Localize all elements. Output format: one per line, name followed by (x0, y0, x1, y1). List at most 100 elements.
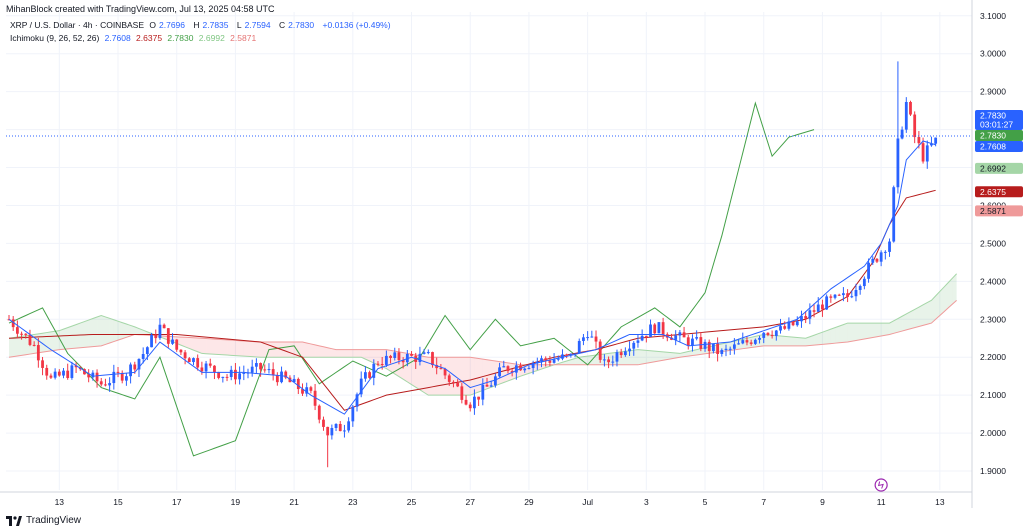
change-value: +0.0136 (+0.49%) (322, 20, 391, 30)
candle-body (737, 343, 740, 345)
candle-body (473, 396, 476, 409)
cloud-segment (801, 337, 806, 346)
candle-body (468, 404, 472, 409)
cloud-segment (109, 318, 114, 343)
candle-body (280, 371, 283, 383)
candle-body (158, 324, 162, 339)
candle-body (632, 342, 636, 349)
candle-body (347, 421, 351, 431)
cloud-segment (377, 349, 383, 367)
candle-body (623, 351, 627, 356)
candle-body (850, 296, 854, 298)
candle-body (867, 262, 870, 279)
cloud-segment (340, 349, 345, 358)
cloud-segment (97, 315, 102, 347)
time-tick-label: 13 (55, 497, 65, 507)
cloud-segment (503, 362, 508, 383)
cloud-segment (193, 337, 198, 352)
candle-body (510, 371, 514, 373)
cloud-segment (897, 316, 903, 333)
candle-body (271, 369, 275, 376)
cloud-segment (742, 338, 747, 349)
candle-body (183, 352, 187, 359)
candle-body (171, 339, 174, 344)
conversion-line (8, 140, 936, 415)
cloud-segment (315, 344, 320, 358)
candle-body (829, 296, 833, 298)
candle-body (380, 363, 384, 365)
candle-body (431, 352, 434, 366)
candle-body (259, 363, 262, 370)
price-tag-label: 2.6375 (980, 187, 1006, 197)
candle-body (70, 365, 74, 378)
cloud-segment (239, 340, 244, 357)
candle-body (544, 358, 548, 361)
candle-body (745, 340, 749, 343)
cloud-segment (952, 273, 957, 305)
cloud-segment (201, 338, 207, 354)
cloud-segment (227, 339, 232, 356)
low-value: L 2.7594 (236, 20, 271, 30)
candle-body (217, 372, 221, 378)
candle-body (435, 365, 439, 369)
close-value: C 2.7830 (279, 20, 315, 30)
cloud-segment (629, 350, 634, 365)
time-tick-label: 23 (348, 497, 358, 507)
candle-body (166, 328, 170, 344)
tradingview-brand[interactable]: TradingView (6, 515, 81, 526)
cloud-segment (684, 351, 689, 357)
cloud-segment (197, 338, 202, 354)
candle-body (783, 326, 787, 329)
symbol-label[interactable]: XRP / U.S. Dollar · 4h · COINBASE (10, 20, 144, 30)
candle-body (691, 338, 694, 346)
candle-body (192, 358, 195, 363)
price-tick-label: 2.5000 (980, 238, 1006, 248)
ichimoku-label[interactable]: Ichimoku (9, 26, 52, 26) (10, 33, 100, 43)
candle-body (87, 374, 91, 378)
candle-body (242, 372, 246, 374)
time-tick-label: 9 (820, 497, 825, 507)
cloud-segment (126, 324, 131, 338)
cloud-segment (352, 349, 358, 358)
cloud-segment (13, 336, 18, 357)
candle-body (657, 322, 661, 334)
candle-body (909, 101, 912, 115)
candle-body (766, 332, 770, 335)
cloud-segment (541, 364, 546, 370)
candle-body (91, 372, 95, 378)
candle-body (917, 137, 921, 144)
candle-body (234, 369, 237, 380)
cloud-segment (189, 337, 194, 351)
candle-body (930, 143, 933, 146)
candle-body (355, 394, 359, 407)
candle-body (732, 344, 736, 349)
price-tag-label: 2.7830 (980, 131, 1006, 141)
candle-body (338, 423, 342, 432)
price-tick-label: 2.9000 (980, 87, 1006, 97)
candle-body (628, 348, 631, 352)
price-tag-label: 2.6992 (980, 163, 1006, 173)
cloud-segment (310, 343, 316, 358)
candle-body (686, 337, 690, 346)
cloud-segment (688, 350, 693, 357)
candle-body (296, 378, 300, 390)
candle-body (921, 143, 925, 162)
cloud-segment (319, 345, 324, 358)
candle-body (489, 385, 493, 387)
price-tick-label: 2.0000 (980, 428, 1006, 438)
cloud-segment (440, 357, 446, 396)
chart-legend: XRP / U.S. Dollar · 4h · COINBASE O 2.769… (10, 19, 394, 45)
candle-body (862, 278, 866, 287)
cloud-segment (118, 321, 123, 341)
cloud-segment (63, 327, 68, 350)
cloud-segment (445, 357, 450, 396)
candle-body (57, 371, 61, 376)
candle-body (703, 341, 707, 349)
cloud-segment (650, 350, 655, 363)
price-tick-label: 2.4000 (980, 276, 1006, 286)
candle-body (565, 354, 569, 356)
candle-body (741, 340, 745, 344)
cloud-segment (893, 318, 898, 334)
candle-body (640, 335, 644, 341)
